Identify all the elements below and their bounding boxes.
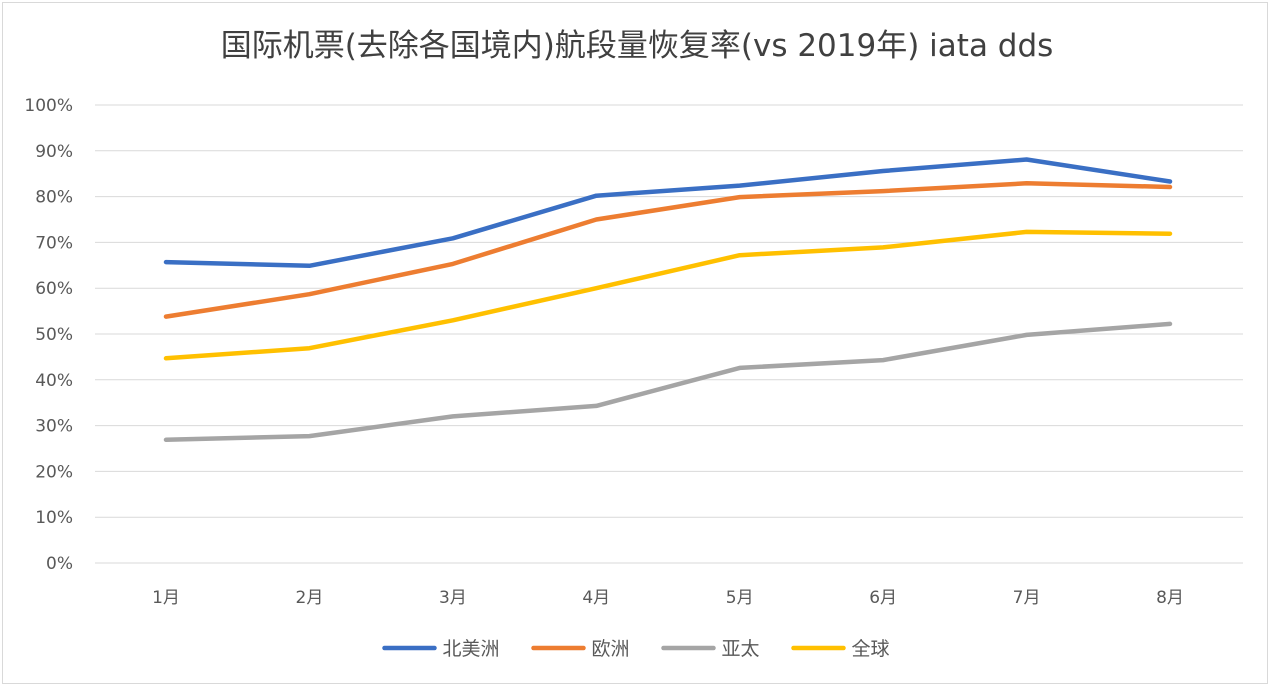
y-tick-label: 60% bbox=[35, 279, 73, 299]
y-tick-label: 40% bbox=[35, 371, 73, 391]
legend-label: 欧洲 bbox=[592, 638, 630, 660]
y-tick-label: 100% bbox=[24, 96, 73, 116]
y-axis-ticks: 0% 10% 20% 30% 40% 50% 60% 70% 80% 90% 100% bbox=[24, 96, 73, 574]
legend: 北美洲 欧洲 亚太 全球 bbox=[382, 638, 890, 660]
y-tick-label: 90% bbox=[35, 142, 73, 162]
y-tick-label: 50% bbox=[35, 325, 73, 345]
x-axis-ticks: 1月 2月 3月 4月 5月 6月 7月 8月 bbox=[152, 588, 1184, 608]
x-tick-label: 7月 bbox=[1013, 588, 1041, 608]
chart-title: 国际机票(去除各国境内)航段量恢复率(vs 2019年) iata dds bbox=[221, 28, 1054, 64]
series-line bbox=[163, 229, 1173, 361]
line-chart: 国际机票(去除各国境内)航段量恢复率(vs 2019年) iata dds 0%… bbox=[24, 28, 1243, 660]
series-lines bbox=[163, 157, 1173, 443]
y-tick-label: 70% bbox=[35, 233, 73, 253]
x-tick-label: 1月 bbox=[152, 588, 180, 608]
series-line bbox=[163, 181, 1173, 319]
x-tick-label: 6月 bbox=[869, 588, 897, 608]
gridlines bbox=[95, 104, 1243, 564]
x-tick-label: 2月 bbox=[296, 588, 324, 608]
series-line bbox=[163, 157, 1173, 269]
legend-label: 全球 bbox=[852, 638, 890, 660]
x-tick-label: 3月 bbox=[439, 588, 467, 608]
legend-label: 亚太 bbox=[722, 638, 760, 660]
x-tick-label: 5月 bbox=[726, 588, 754, 608]
x-tick-label: 8月 bbox=[1156, 588, 1184, 608]
legend-label: 北美洲 bbox=[443, 638, 500, 660]
y-tick-label: 80% bbox=[35, 188, 73, 208]
y-tick-label: 30% bbox=[35, 417, 73, 437]
y-tick-label: 10% bbox=[35, 508, 73, 528]
x-tick-label: 4月 bbox=[582, 588, 610, 608]
series-line bbox=[163, 321, 1173, 443]
y-tick-label: 20% bbox=[35, 462, 73, 482]
y-tick-label: 0% bbox=[46, 554, 73, 574]
